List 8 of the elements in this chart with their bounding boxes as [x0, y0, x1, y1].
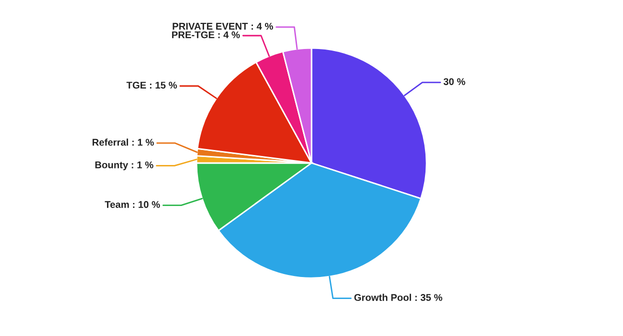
slice-label: PRE-TGE : 4 % [172, 31, 240, 38]
slice-label: Referral : 1 % [92, 138, 154, 146]
slice-label: Team : 10 % [104, 201, 160, 208]
data-label: 30 % [444, 78, 466, 86]
slice-label: PRIVATE EVENT : 4 % [172, 22, 274, 30]
slice-label: Bounty : 1 % [95, 161, 154, 170]
slice-label: Growth Pool : 35 % [354, 294, 442, 301]
slice-label: TGE : 15 % [126, 82, 177, 89]
